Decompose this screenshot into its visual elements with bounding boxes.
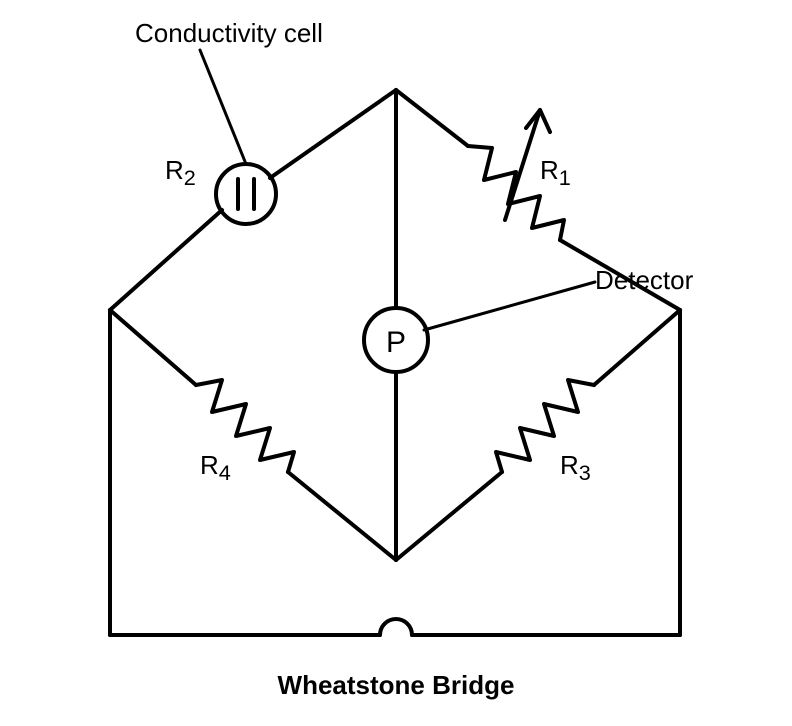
r2-base: R — [165, 155, 184, 185]
diagram-title: Wheatstone Bridge — [0, 670, 792, 701]
detector-label: Detector — [595, 265, 693, 296]
wire-r4-to-bottom — [288, 472, 396, 560]
detector-p-label: P — [386, 326, 406, 359]
r4-base: R — [200, 450, 219, 480]
conductivity-cell-circle — [216, 164, 276, 224]
r2-label: R2 — [165, 155, 196, 191]
diagram-container: P Conductivity cell Detector R1 R2 R3 R4… — [0, 0, 792, 726]
r1-arrow-shaft — [505, 110, 540, 220]
wire-right-to-r3 — [594, 310, 680, 385]
r1-base: R — [540, 155, 559, 185]
wire-cell-to-left — [110, 210, 222, 310]
wire-top-to-cell — [270, 90, 396, 178]
r4-sub: 4 — [219, 460, 231, 485]
circuit-svg: P — [0, 0, 792, 726]
pointer-conductivity-cell — [200, 50, 246, 164]
wire-left-to-r4 — [110, 310, 196, 385]
r1-label: R1 — [540, 155, 571, 191]
r3-label: R3 — [560, 450, 591, 486]
source-icon — [380, 619, 412, 635]
r1-sub: 1 — [559, 165, 571, 190]
wire-top-to-r1 — [396, 90, 468, 146]
wire-r3-to-bottom — [396, 472, 502, 560]
r2-sub: 2 — [184, 165, 196, 190]
r3-sub: 3 — [579, 460, 591, 485]
r4-label: R4 — [200, 450, 231, 486]
pointer-detector — [424, 282, 595, 330]
conductivity-cell-label: Conductivity cell — [135, 18, 323, 49]
r3-base: R — [560, 450, 579, 480]
